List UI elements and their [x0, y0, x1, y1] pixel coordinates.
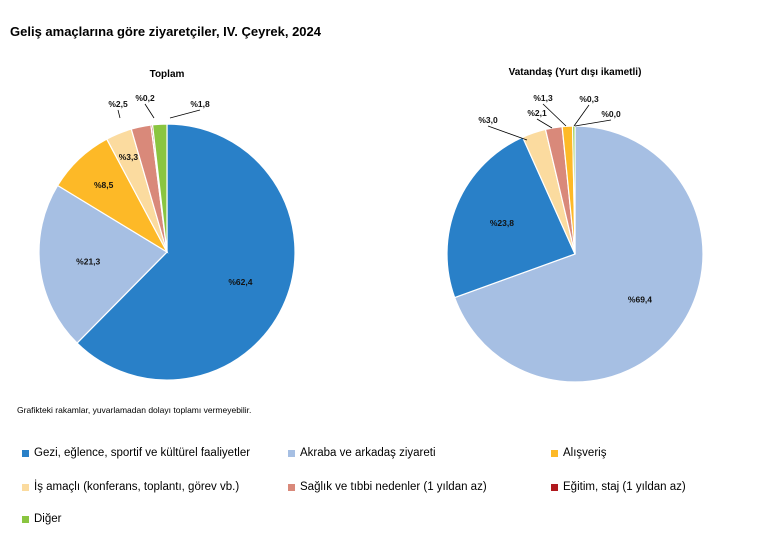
leader-line — [536, 118, 553, 129]
data-label: %62,4 — [228, 277, 252, 287]
chart-title: Vatandaş (Yurt dışı ikametli) — [509, 67, 642, 78]
data-label: %8,5 — [94, 180, 114, 190]
legend-item-saglik: Sağlık ve tıbbi nedenler (1 yıldan az) — [288, 481, 487, 493]
legend-swatch — [288, 449, 295, 457]
leader-line — [117, 109, 121, 119]
legend-item-egitim: Eğitim, staj (1 yıldan az) — [551, 481, 686, 493]
data-label: %0,2 — [135, 93, 155, 103]
legend-label: Eğitim, staj (1 yıldan az) — [563, 481, 686, 493]
leader-line — [169, 109, 201, 119]
legend-label: Alışveriş — [563, 447, 607, 459]
legend-item-diger: Diğer — [22, 513, 61, 525]
data-label: %1,8 — [190, 99, 210, 109]
footnote: Grafikteki rakamlar, yuvarlamadan dolayı… — [17, 405, 252, 415]
legend-swatch — [551, 449, 558, 457]
legend: Gezi, eğlence, sportif ve kültürel faali… — [22, 447, 742, 537]
pie-charts: Toplam %62,4 %21,3 %8,5 %3,3 %2,5 %0,2 %1,8 Vata… — [38, 67, 704, 383]
legend-label: İş amaçlı (konferans, toplantı, görev vb… — [34, 481, 240, 493]
data-label: %2,5 — [108, 99, 128, 109]
leader-line — [487, 125, 528, 141]
data-label: %0,3 — [579, 94, 599, 104]
legend-swatch — [288, 483, 295, 491]
data-label: %21,3 — [76, 257, 100, 267]
data-label: %2,1 — [527, 108, 547, 118]
legend-item-akraba: Akraba ve arkadaş ziyareti — [288, 447, 436, 459]
data-label: %69,4 — [628, 295, 652, 305]
legend-item-alisveris: Alışveriş — [551, 447, 606, 459]
leader-line — [542, 103, 567, 127]
legend-label: Akraba ve arkadaş ziyareti — [300, 447, 436, 459]
legend-item-gezi: Gezi, eğlence, sportif ve kültürel faali… — [22, 447, 250, 459]
legend-swatch — [22, 449, 29, 457]
pie-slice — [453, 125, 704, 383]
legend-label: Sağlık ve tıbbi nedenler (1 yıldan az) — [300, 481, 487, 493]
legend-swatch — [551, 483, 558, 491]
legend-swatch — [22, 515, 29, 523]
leader-line — [574, 119, 612, 127]
pie-slice — [38, 184, 168, 344]
data-label: %23,8 — [490, 218, 514, 228]
legend-item-is: İş amaçlı (konferans, toplantı, görev vb… — [22, 481, 239, 493]
chart-title: Toplam — [150, 69, 185, 80]
data-label: %0,0 — [601, 109, 621, 119]
data-label: %3,0 — [478, 115, 498, 125]
pie-slice — [76, 123, 296, 381]
data-label: %3,3 — [119, 152, 139, 162]
pie-slice — [446, 136, 576, 299]
pie-slice — [571, 125, 576, 255]
legend-label: Gezi, eğlence, sportif ve kültürel faali… — [34, 447, 251, 459]
leader-line — [573, 104, 590, 127]
legend-label: Diğer — [34, 513, 62, 525]
data-label: %1,3 — [533, 93, 553, 103]
page-title: Geliş amaçlarına göre ziyaretçiler, IV. … — [10, 24, 321, 39]
legend-swatch — [22, 483, 29, 491]
leader-line — [144, 103, 155, 119]
pie-slice — [151, 123, 168, 253]
